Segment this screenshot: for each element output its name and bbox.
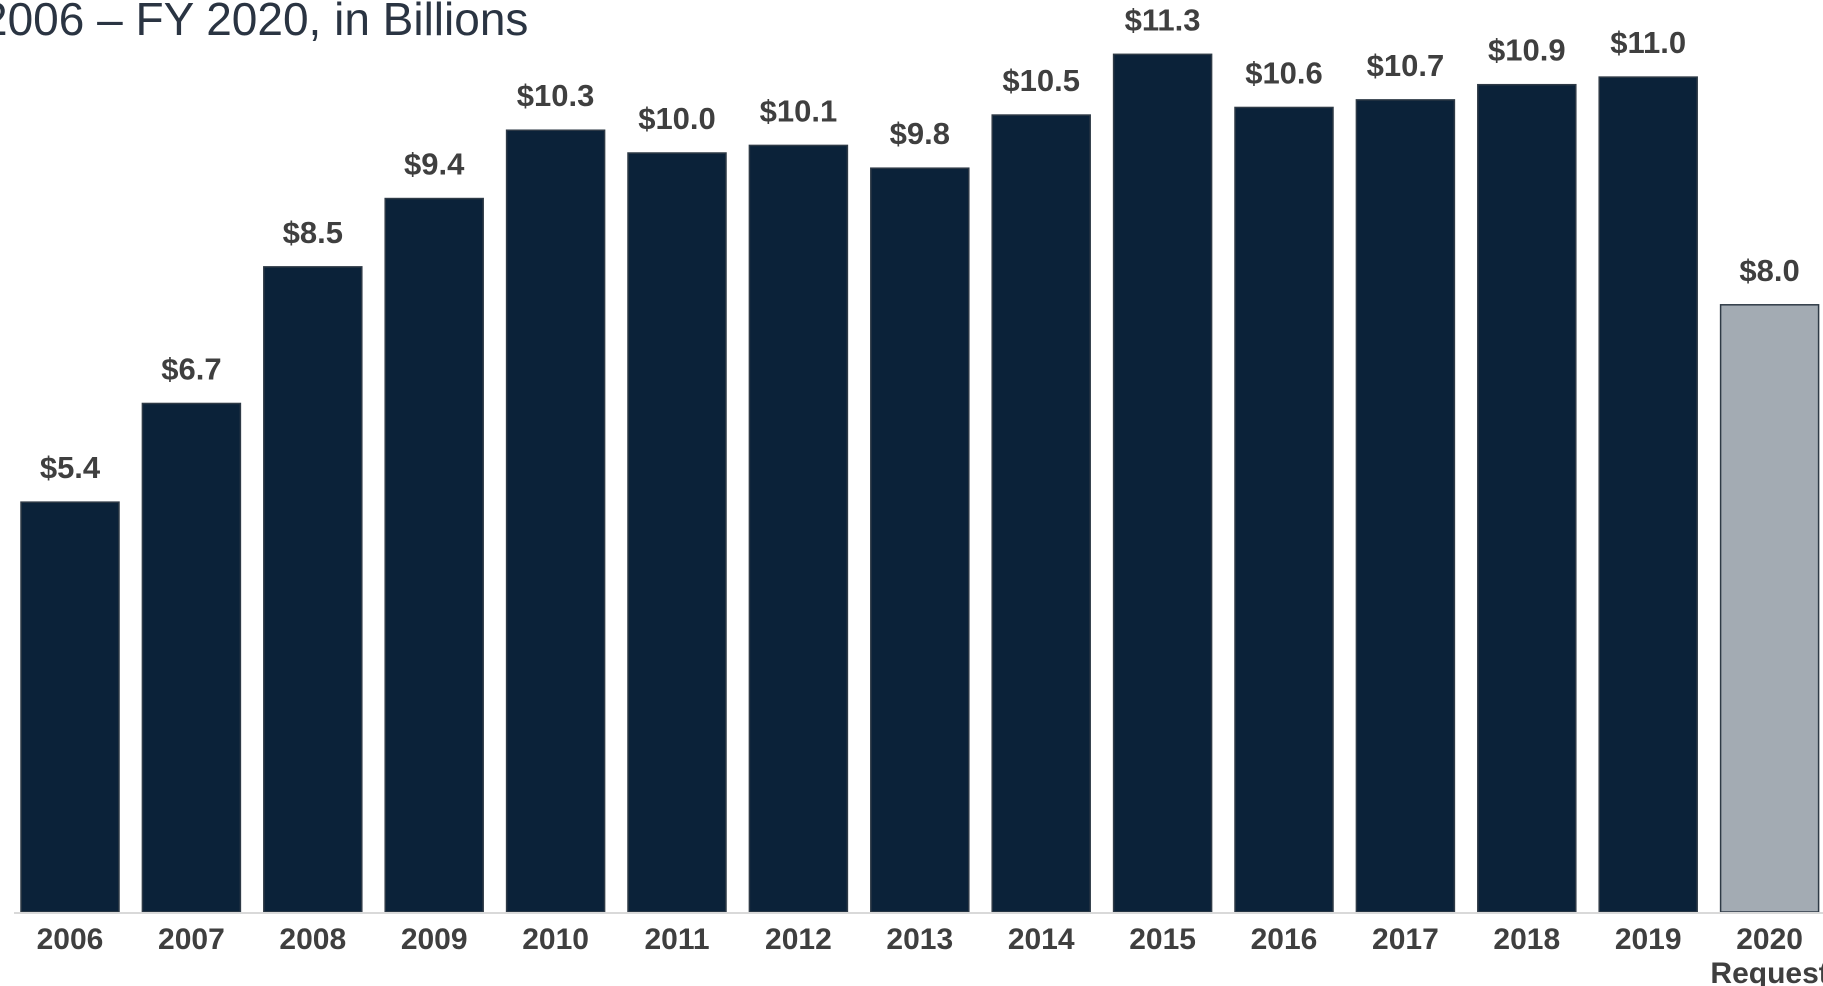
data-label: $10.0 (638, 101, 716, 136)
data-label: $8.5 (283, 215, 343, 250)
data-label: $10.1 (760, 93, 838, 128)
x-tick-label: 2006 (37, 923, 104, 956)
bar-2008 (263, 266, 363, 913)
bar-2016 (1234, 106, 1334, 913)
bars-layer (20, 53, 1820, 913)
bar-2006 (20, 501, 120, 913)
x-tick-label: 2009 (401, 923, 468, 956)
bar-2015 (1112, 53, 1213, 913)
x-tick-label: 2016 (1251, 923, 1318, 956)
data-label: $10.3 (517, 78, 595, 113)
data-label: $9.4 (404, 147, 465, 182)
data-labels-layer: $5.4 $6.7 $8.5 $9.4 $10.3 $10.0 $10.1 $9.8 $10.5… (40, 2, 1800, 485)
x-tick-label: 2018 (1493, 923, 1560, 956)
x-tick-labels-layer: 2006 2007 2008 2009 2010 2011 2012 2013 2014 2015… (37, 923, 1823, 986)
bar-2013 (870, 167, 970, 913)
data-label: $10.6 (1245, 55, 1323, 90)
data-label: $5.4 (40, 450, 101, 485)
bar-2017 (1355, 99, 1456, 913)
bar-2012 (748, 144, 849, 913)
x-tick-label: 2010 (522, 923, 589, 956)
x-tick-label: 2007 (158, 923, 225, 956)
bar-2009 (384, 197, 484, 913)
data-label: $6.7 (161, 351, 221, 386)
data-label: $10.5 (1002, 63, 1080, 98)
x-tick-label: 2011 (644, 923, 709, 956)
x-tick-label: 2012 (765, 923, 832, 956)
data-label: $9.8 (890, 116, 950, 151)
bar-2011 (627, 152, 727, 913)
x-tick-label: 2017 (1372, 923, 1439, 956)
data-label: $11.0 (1610, 25, 1686, 60)
x-tick-label: 2015 (1129, 923, 1196, 956)
x-tick-label: 2019 (1615, 923, 1682, 956)
x-tick-label: 2014 (1008, 923, 1075, 956)
bar-2007 (141, 402, 242, 913)
x-tick-label: 2008 (279, 923, 346, 956)
bar-2020 (1719, 304, 1820, 913)
data-label: $8.0 (1739, 253, 1799, 288)
bar-2019 (1598, 76, 1698, 913)
data-label: $10.7 (1367, 48, 1445, 83)
bar-2010 (505, 129, 606, 913)
bar-2018 (1477, 83, 1577, 913)
chart-title: 2006 – FY 2020, in Billions (0, 0, 529, 45)
data-label: $11.3 (1125, 2, 1201, 37)
data-label: $10.9 (1488, 33, 1566, 68)
bar-2014 (991, 114, 1091, 913)
x-tick-label: 2020 Request (1710, 923, 1823, 986)
x-tick-label: 2013 (886, 923, 953, 956)
